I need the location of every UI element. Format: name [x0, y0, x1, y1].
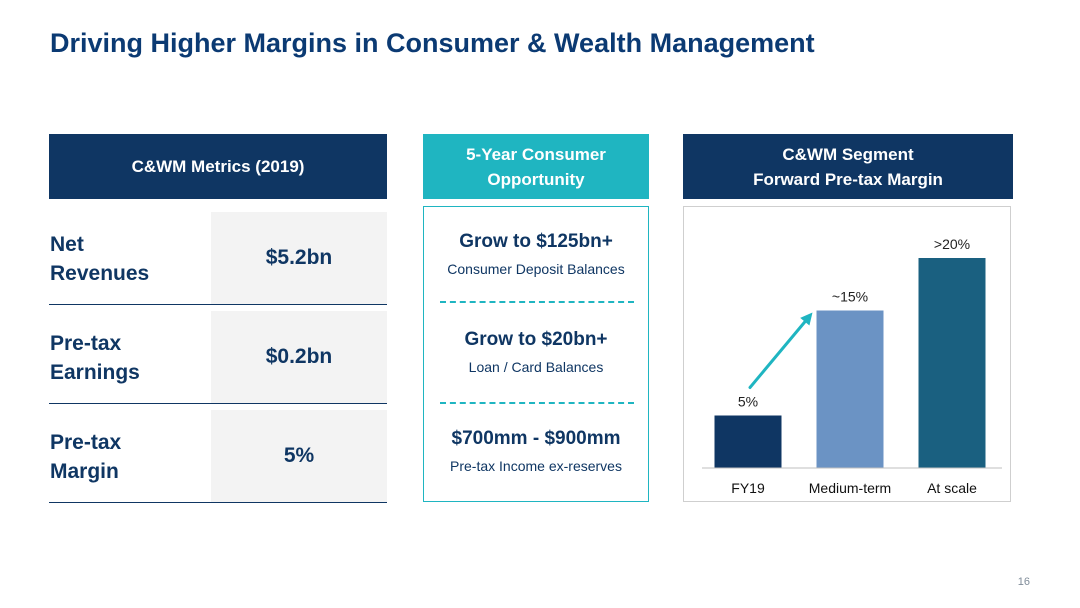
opportunity-item-income: $700mm - $900mm Pre-tax Income ex-reserv…: [424, 428, 648, 474]
margin-chart-svg: 5% FY19 ~15% Medium-term >20% At scale: [702, 236, 1002, 496]
dashed-divider: [440, 402, 634, 404]
metric-label-line2: Revenues: [50, 262, 150, 285]
opportunity-header-line1: 5-Year Consumer: [466, 144, 606, 164]
opportunity-headline: Grow to $125bn+: [459, 231, 613, 252]
page-number: 16: [1017, 576, 1030, 588]
metric-label-line1: Pre-tax: [50, 332, 122, 355]
metric-label: Pre-tax Margin: [50, 428, 200, 486]
metric-label: Net Revenues: [50, 230, 200, 288]
opportunity-item-deposits: Grow to $125bn+ Consumer Deposit Balance…: [424, 231, 648, 277]
opportunity-headline: Grow to $20bn+: [464, 329, 608, 350]
metric-value: 5%: [211, 410, 387, 502]
metric-label: Pre-tax Earnings: [50, 329, 200, 387]
metric-value: $5.2bn: [211, 212, 387, 304]
metrics-header: C&WM Metrics (2019): [49, 134, 387, 199]
metric-row-net-revenues: Net Revenues $5.2bn: [49, 206, 387, 305]
margin-chart: 5% FY19 ~15% Medium-term >20% At scale: [683, 206, 1011, 502]
x-tick-label: Medium-term: [809, 480, 891, 496]
opportunity-subtext: Loan / Card Balances: [468, 359, 604, 375]
x-tick-label: At scale: [927, 480, 977, 496]
metric-label-line1: Net: [50, 233, 84, 256]
bar-at-scale: [918, 258, 986, 468]
opportunity-box: Grow to $125bn+ Consumer Deposit Balance…: [423, 206, 649, 502]
dashed-divider: [440, 301, 634, 303]
chart-header-line2: Forward Pre-tax Margin: [753, 169, 943, 189]
opportunity-headline: $700mm - $900mm: [451, 428, 621, 449]
page-title: Driving Higher Margins in Consumer & Wea…: [50, 28, 815, 58]
metric-label-line2: Earnings: [50, 361, 140, 384]
bar-fy19: [714, 415, 782, 468]
growth-arrow-icon: [800, 312, 813, 326]
growth-arrow-shaft: [748, 316, 810, 389]
metric-row-pretax-margin: Pre-tax Margin 5%: [49, 404, 387, 503]
data-label: 5%: [738, 394, 758, 410]
bar-medium-term: [816, 310, 884, 468]
x-tick-label: FY19: [731, 480, 765, 496]
data-label: ~15%: [832, 289, 868, 305]
chart-header: C&WM Segment Forward Pre-tax Margin: [683, 134, 1013, 199]
metric-label-line2: Margin: [50, 460, 119, 483]
opportunity-header-line2: Opportunity: [487, 169, 585, 189]
opportunity-header: 5-Year Consumer Opportunity: [423, 134, 649, 199]
metric-row-pretax-earnings: Pre-tax Earnings $0.2bn: [49, 305, 387, 404]
chart-header-line1: C&WM Segment: [782, 144, 914, 164]
metric-value: $0.2bn: [211, 311, 387, 403]
opportunity-item-loans: Grow to $20bn+ Loan / Card Balances: [424, 329, 648, 375]
metric-label-line1: Pre-tax: [50, 431, 122, 454]
metrics-header-label: C&WM Metrics (2019): [131, 156, 305, 176]
data-label: >20%: [934, 236, 970, 252]
opportunity-subtext: Pre-tax Income ex-reserves: [450, 458, 622, 474]
opportunity-subtext: Consumer Deposit Balances: [447, 261, 625, 277]
